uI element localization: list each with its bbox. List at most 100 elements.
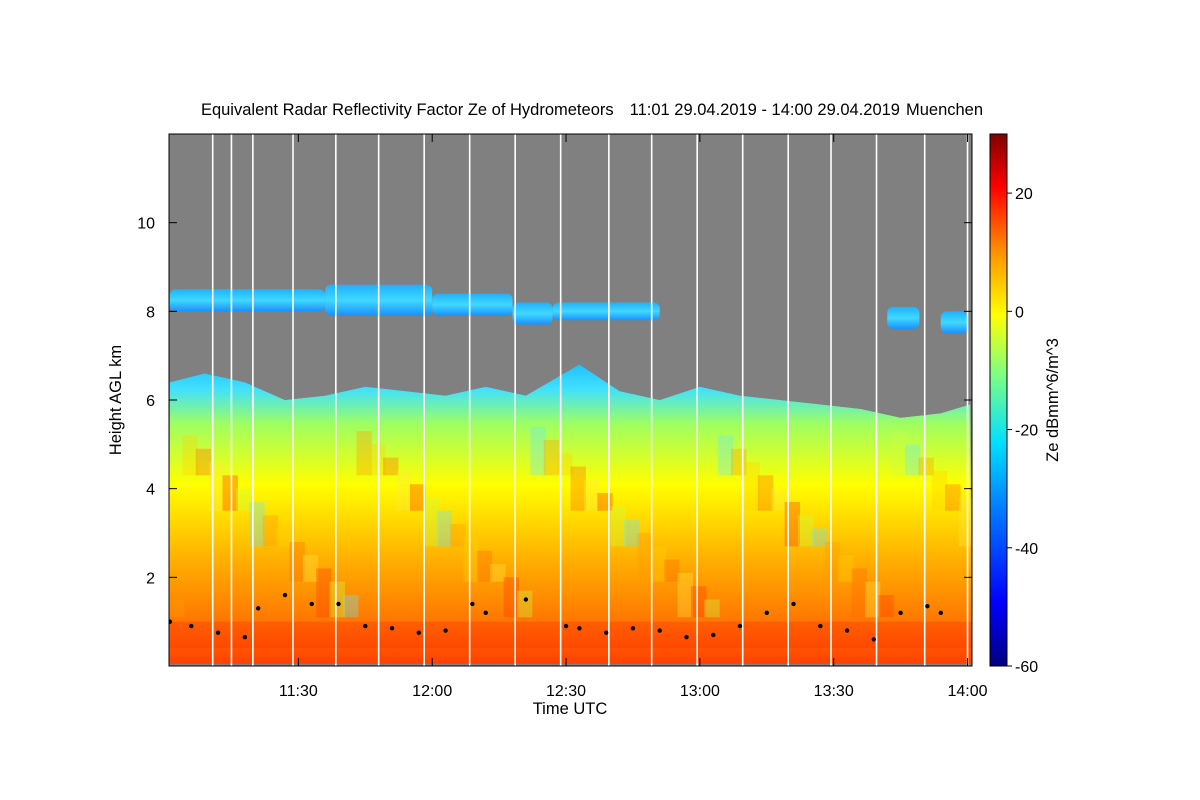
echo-band — [209, 462, 225, 511]
cloud-base-point — [925, 603, 930, 609]
echo-band — [677, 572, 693, 618]
echo-band — [811, 528, 827, 547]
x-tick-label: 11:30 — [279, 683, 318, 700]
colorbar-tick-label: -60 — [1015, 659, 1038, 676]
cloud-base-point — [737, 623, 743, 629]
echo-band — [798, 515, 814, 547]
echo-band — [744, 462, 760, 511]
echo-band — [704, 599, 720, 618]
precipitation-echo — [169, 364, 972, 664]
ice-cloud-segment — [940, 311, 968, 334]
cloud-base-point — [818, 623, 823, 629]
cloud-base-point — [242, 634, 248, 640]
melting-layer-band — [169, 621, 972, 649]
cloud-base-point — [483, 610, 488, 615]
y-tick-label: 8 — [146, 304, 155, 321]
ice-cloud-segment — [512, 302, 553, 325]
echo-band — [195, 448, 212, 476]
ice-cloud-segment — [552, 302, 660, 321]
cloud-base-point — [363, 623, 368, 629]
cloud-base-point — [523, 597, 529, 602]
ice-cloud-segment — [169, 289, 326, 312]
echo-band — [222, 475, 238, 511]
echo-band — [503, 577, 519, 618]
echo-band — [757, 475, 774, 511]
y-tick-label: 2 — [146, 570, 155, 587]
cloud-base-point — [938, 610, 943, 615]
ice-cloud-segment — [887, 306, 920, 330]
echo-band — [931, 470, 948, 511]
echo-band — [289, 541, 305, 582]
cloud-base-point — [416, 630, 422, 635]
echo-band — [597, 493, 613, 511]
x-tick-label: 12:30 — [546, 683, 586, 700]
cloud-base-point — [898, 610, 903, 615]
cloud-base-point — [389, 626, 395, 631]
echo-band — [664, 559, 680, 582]
cloud-base-point — [470, 601, 475, 607]
x-tick-label: 13:30 — [814, 683, 854, 700]
echo-band — [383, 457, 399, 476]
chart-title: Equivalent Radar Reflectivity Factor Ze … — [201, 101, 983, 119]
colorbar-tick-label: 20 — [1015, 186, 1033, 203]
cloud-base-point — [577, 626, 582, 631]
echo-band — [771, 488, 787, 511]
y-tick-label: 4 — [146, 482, 155, 499]
echo-band — [182, 435, 198, 476]
echo-band — [249, 501, 265, 547]
cloud-base-point — [282, 592, 288, 598]
echo-band — [396, 470, 412, 511]
cloud-base-point — [309, 601, 314, 607]
echo-band — [784, 501, 801, 547]
echo-band — [958, 497, 972, 547]
echo-band — [490, 564, 506, 582]
echo-band — [891, 431, 908, 476]
echo-band — [342, 595, 359, 618]
echo-band — [530, 426, 546, 476]
cloud-base-point — [844, 628, 850, 633]
echo-band — [637, 533, 653, 582]
cloud-base-point — [630, 626, 636, 631]
y-axis: 2 4 6 8 10 — [137, 216, 972, 587]
echo-band — [731, 448, 747, 476]
cloud-base-point — [169, 619, 173, 624]
echo-band — [717, 435, 734, 476]
echo-band — [329, 581, 345, 618]
cloud-base-point — [189, 623, 194, 629]
cloud-base-point — [215, 630, 221, 635]
echo-band — [516, 590, 533, 618]
x-tick-label: 12:00 — [412, 683, 452, 700]
colorbar-gradient — [989, 133, 1008, 667]
echo-band — [369, 444, 386, 476]
echo-band — [436, 510, 453, 547]
echo-band — [169, 599, 185, 618]
y-tick-label: 10 — [137, 216, 155, 233]
echo-band — [610, 506, 627, 547]
cloud-base-point — [684, 634, 689, 640]
echo-band — [864, 581, 881, 618]
y-axis-label: Height AGL km — [107, 345, 125, 455]
echo-band — [316, 568, 332, 618]
echo-band — [463, 537, 479, 582]
echo-band — [945, 484, 961, 511]
echo-band — [851, 568, 867, 618]
echo-band — [302, 555, 319, 582]
echo-band — [450, 524, 466, 547]
cloud-base-point — [871, 637, 877, 642]
echo-band — [650, 546, 667, 582]
colorbar-tick-label: -20 — [1015, 423, 1038, 440]
plot-area — [169, 134, 972, 666]
echo-band — [409, 484, 426, 511]
echo-band — [918, 457, 934, 476]
cloud-base-point — [657, 628, 662, 633]
cloud-base-point — [443, 628, 448, 633]
no-signal-region — [169, 134, 972, 418]
x-axis: 11:30 12:00 12:30 13:00 13:30 14:00 — [279, 134, 988, 700]
x-tick-label: 14:00 — [948, 683, 988, 700]
echo-band — [423, 497, 439, 547]
cloud-base-point — [791, 601, 796, 607]
echo-band — [356, 431, 372, 476]
colorbar-tick-label: -40 — [1015, 541, 1038, 558]
echo-band — [262, 515, 279, 547]
